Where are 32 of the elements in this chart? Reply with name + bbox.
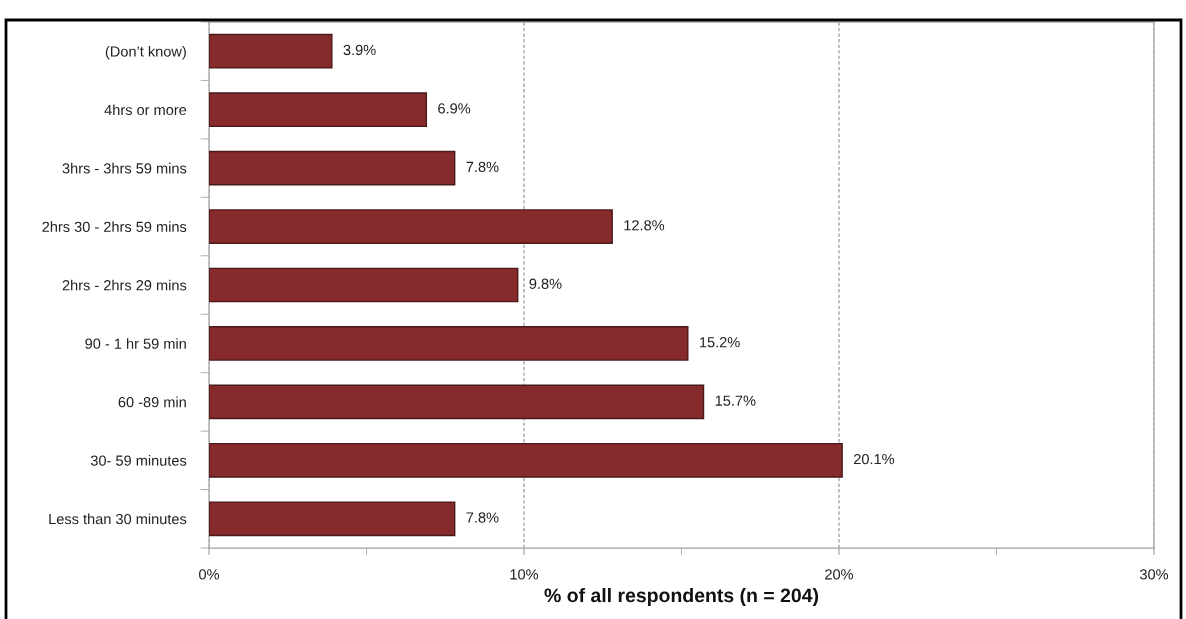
bar: [209, 267, 519, 303]
bar: [209, 501, 456, 537]
y-tick-label: 3hrs - 3hrs 59 mins: [62, 162, 187, 174]
x-tick-label: 20%: [825, 569, 854, 580]
bar: [209, 92, 428, 128]
data-label: 7.8%: [466, 161, 499, 173]
data-label: 20.1%: [853, 453, 895, 465]
y-tick-label: 4hrs or more: [104, 104, 187, 116]
data-label: 7.8%: [466, 512, 499, 523]
data-label: 6.9%: [438, 103, 471, 114]
y-tick-label: (Don’t know): [105, 45, 186, 60]
y-tick-label: 2hrs 30 - 2hrs 59 mins: [42, 221, 187, 232]
x-axis-title: % of all respondents (n = 204): [544, 587, 819, 607]
y-tick-label: 90 - 1 hr 59 min: [85, 338, 186, 349]
y-tick-label: 2hrs - 2hrs 29 mins: [62, 279, 187, 291]
x-tick-label: 0%: [199, 569, 220, 580]
y-tick-label: 30- 59 minutes: [90, 455, 187, 466]
x-tick-label: 30%: [1139, 569, 1169, 580]
bar: [209, 33, 333, 69]
data-label: 12.8%: [624, 220, 665, 231]
y-tick-label: Less than 30 minutes: [49, 513, 187, 525]
bar: [209, 150, 456, 186]
bar: [209, 442, 843, 478]
bar: [209, 326, 689, 361]
bar: [209, 384, 705, 420]
x-tick-label: 10%: [510, 569, 539, 580]
data-label: 15.7%: [715, 395, 756, 406]
data-label: 3.9%: [343, 44, 376, 56]
bar: [209, 209, 613, 244]
data-label: 9.8%: [529, 278, 562, 289]
data-label: 15.2%: [700, 337, 740, 348]
y-tick-label: 60 -89 min: [118, 396, 186, 408]
